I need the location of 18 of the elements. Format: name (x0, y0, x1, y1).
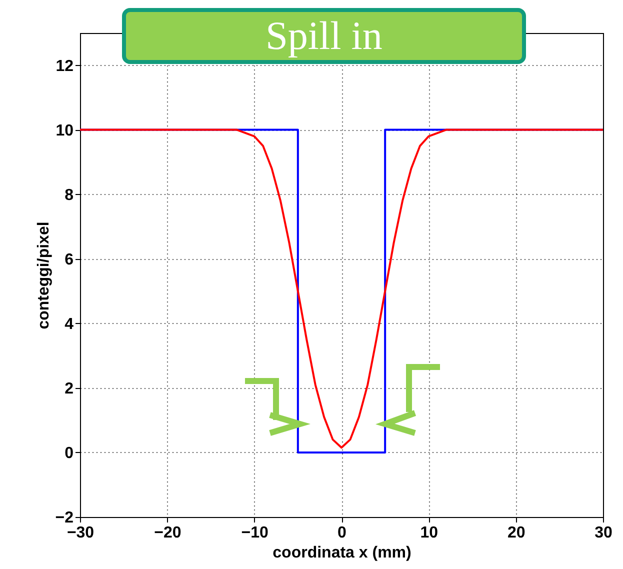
x-tick-label: −10 (241, 524, 269, 542)
x-axis-title: coordinata x (mm) (272, 544, 412, 562)
x-tick-label: 30 (594, 524, 612, 542)
x-tick-label: 20 (507, 524, 526, 542)
x-tick-label: 0 (338, 524, 347, 542)
y-tick-label: −2 (55, 510, 74, 526)
chart-title: Spill in (264, 12, 384, 60)
y-tick-label: 2 (64, 380, 74, 398)
x-tick-label: −30 (66, 524, 94, 542)
y-tick-label: 10 (56, 122, 74, 140)
x-tick-label: 10 (420, 524, 438, 542)
y-tick-label: 4 (64, 316, 74, 333)
x-tick-label: −20 (154, 524, 182, 542)
y-tick-label: 8 (64, 186, 74, 204)
y-tick-label: 12 (56, 58, 74, 75)
y-tick-label: 6 (64, 251, 74, 268)
y-axis-title: conteggi/pixel (35, 222, 52, 330)
y-tick-label: 0 (64, 444, 74, 462)
